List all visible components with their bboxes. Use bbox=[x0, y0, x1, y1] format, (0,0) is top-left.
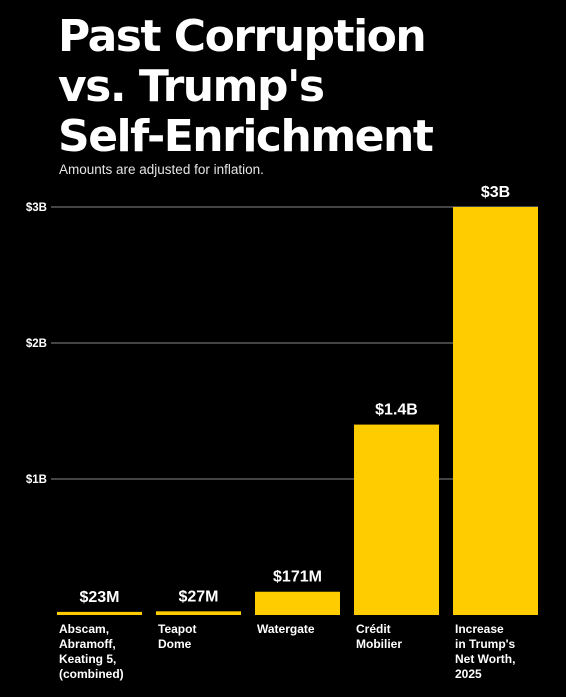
bar bbox=[156, 611, 241, 615]
title-line-2: vs. Trump's bbox=[58, 61, 325, 112]
category-label-line: Watergate bbox=[257, 622, 315, 636]
category-label-line: Abramoff, bbox=[59, 637, 116, 651]
chart-title: Past Corruption vs. Trump's Self-Enrichm… bbox=[58, 12, 558, 162]
bar-value-label: $3B bbox=[481, 184, 510, 201]
bar bbox=[354, 424, 439, 615]
category-label-line: 2025 bbox=[455, 667, 482, 681]
category-label-line: Crédit bbox=[356, 622, 391, 636]
chart-subtitle: Amounts are adjusted for inflation. bbox=[59, 162, 264, 177]
category-label-line: Keating 5, bbox=[59, 652, 116, 666]
category-label: Increase in Trump's Net Worth, 2025 bbox=[455, 622, 516, 681]
category-label-line: Net Worth, bbox=[455, 652, 515, 666]
category-label-line: Increase bbox=[455, 622, 504, 636]
bar bbox=[57, 611, 142, 615]
bar bbox=[453, 207, 538, 615]
title-line-1: Past Corruption bbox=[58, 11, 427, 62]
category-label-line: Teapot bbox=[158, 622, 196, 636]
category-label-line: in Trump's bbox=[455, 637, 516, 651]
category-label-line: Abscam, bbox=[59, 622, 109, 636]
y-tick-label: $1B bbox=[26, 474, 47, 486]
bar-value-label: $27M bbox=[178, 588, 218, 605]
category-label: Crédit Mobilier bbox=[356, 622, 402, 651]
title-line-3: Self-Enrichment bbox=[58, 111, 434, 162]
category-label: Abscam, Abramoff, Keating 5, (combined) bbox=[59, 622, 124, 681]
category-label: Watergate bbox=[257, 622, 315, 636]
category-label-line: Dome bbox=[158, 637, 192, 651]
y-tick-label: $2B bbox=[26, 338, 47, 350]
bar-value-label: $23M bbox=[79, 589, 119, 606]
category-label: Teapot Dome bbox=[158, 622, 196, 651]
bar bbox=[255, 591, 340, 615]
category-label-line: (combined) bbox=[59, 667, 124, 681]
bar-value-label: $171M bbox=[273, 569, 322, 586]
bar-value-label: $1.4B bbox=[375, 402, 418, 419]
category-label-line: Mobilier bbox=[356, 637, 402, 651]
y-tick-label: $3B bbox=[26, 202, 47, 214]
